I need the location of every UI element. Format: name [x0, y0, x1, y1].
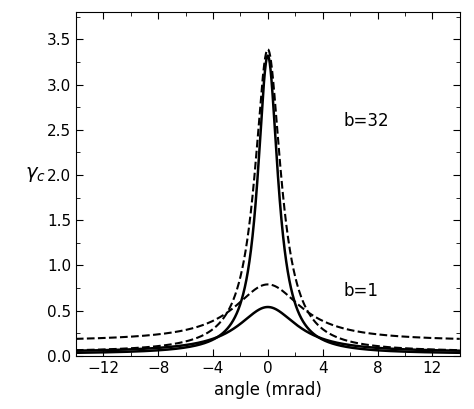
Y-axis label: $\gamma_c$: $\gamma_c$ [25, 165, 46, 184]
Text: b=32: b=32 [343, 112, 389, 130]
X-axis label: angle (mrad): angle (mrad) [214, 381, 322, 399]
Text: b=1: b=1 [343, 282, 378, 300]
